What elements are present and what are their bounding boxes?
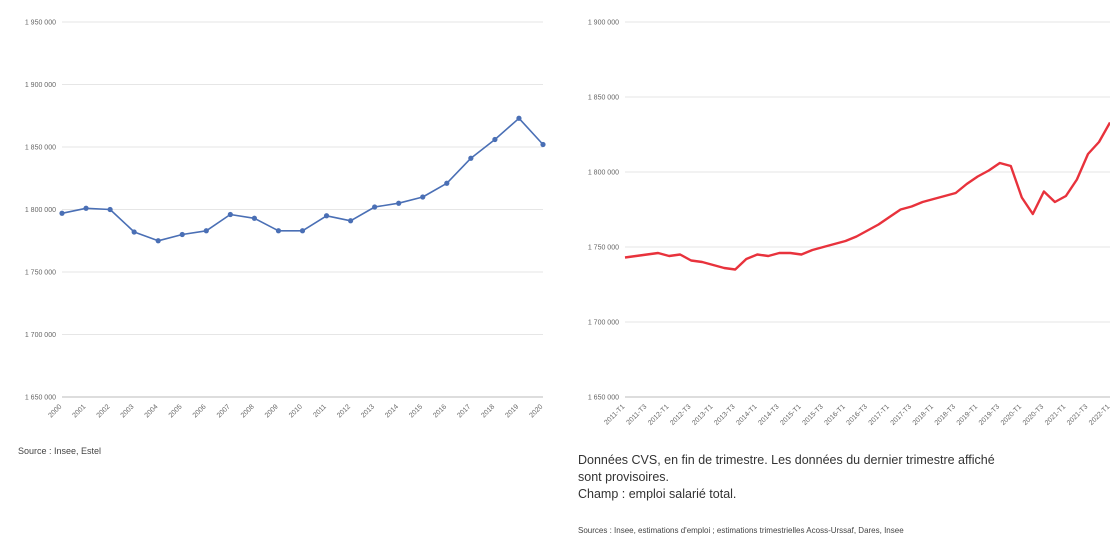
- data-point: [59, 210, 65, 216]
- left-chart-panel: 1 650 000 1 700 000 1 750 000 1 800 000 1 85…: [18, 20, 546, 456]
- x-tick-label: 2016-T3: [846, 403, 869, 426]
- y-tick-label: 1 800 000: [25, 207, 56, 214]
- series-line: [624, 121, 1110, 271]
- x-tick-label: 2007: [216, 403, 232, 419]
- note-line: Données CVS, en fin de trimestre. Les do…: [578, 453, 995, 467]
- x-tick-label: 2011: [312, 403, 328, 419]
- x-tick-label: 2011-T1: [603, 403, 626, 426]
- y-tick-label: 1 900 000: [588, 20, 619, 27]
- data-point: [83, 205, 89, 211]
- x-tick-label: 2000: [47, 403, 63, 419]
- data-point: [203, 228, 209, 234]
- y-tick-label: 1 650 000: [25, 395, 56, 402]
- data-point: [420, 194, 426, 200]
- x-tick-label: 2003: [120, 403, 136, 419]
- x-tick-label: 2017-T1: [868, 403, 891, 426]
- x-tick-label: 2019-T1: [956, 403, 979, 426]
- x-tick-label: 2011-T3: [625, 403, 648, 426]
- x-tick-label: 2016: [432, 403, 448, 419]
- data-point: [468, 155, 474, 161]
- x-tick-label: 2012: [336, 403, 352, 419]
- x-tick-label: 2014: [384, 403, 400, 419]
- y-tick-label: 1 900 000: [25, 82, 56, 89]
- x-tick-label: 2015-T3: [801, 403, 824, 426]
- x-tick-label: 2013-T1: [691, 403, 714, 426]
- data-point: [155, 238, 161, 244]
- x-tick-label: 2015: [408, 403, 424, 419]
- data-point: [107, 206, 113, 213]
- data-point: [251, 215, 257, 221]
- x-tick-label: 2014-T1: [735, 403, 758, 426]
- y-tick-label: 1 750 000: [588, 245, 619, 252]
- x-tick-label: 2004: [144, 403, 160, 419]
- note-line: sont provisoires.: [578, 470, 670, 484]
- x-tick-label: 2018: [480, 403, 496, 419]
- y-tick-label: 1 850 000: [25, 145, 56, 152]
- x-tick-label: 2021-T3: [1066, 403, 1089, 426]
- y-tick-label: 1 950 000: [25, 20, 56, 27]
- x-tick-label: 2017: [456, 403, 472, 419]
- data-point: [348, 218, 354, 224]
- data-point: [275, 228, 282, 234]
- data-point: [516, 115, 522, 121]
- y-tick-label: 1 800 000: [588, 170, 619, 177]
- data-point: [227, 211, 233, 218]
- x-tick-label: 2016-T1: [823, 403, 846, 426]
- data-point: [540, 141, 546, 148]
- series-line: [61, 117, 544, 242]
- x-tick-label: 2005: [168, 403, 184, 419]
- right-line-chart: 1 650 000 1 700 000 1 750 000 1 800 000 1 85…: [588, 20, 1110, 427]
- data-point: [396, 200, 402, 206]
- x-tick-label: 2010: [288, 403, 304, 419]
- x-tick-label: 2008: [240, 403, 256, 419]
- x-tick-label: 2009: [264, 403, 280, 419]
- data-point: [299, 228, 306, 234]
- y-tick-label: 1 650 000: [588, 395, 619, 402]
- x-tick-label: 2013-T3: [713, 403, 736, 426]
- x-tick-label: 2019: [504, 403, 520, 419]
- x-tick-label: 2002: [96, 403, 112, 419]
- x-tick-label: 2012-T1: [647, 403, 670, 426]
- x-tick-label: 2006: [192, 403, 208, 419]
- x-tick-label: 2012-T3: [669, 403, 692, 426]
- y-tick-label: 1 850 000: [588, 95, 619, 102]
- data-point: [444, 180, 450, 186]
- x-tick-label: 2020-T3: [1022, 403, 1045, 426]
- x-tick-label: 2019-T3: [978, 403, 1001, 426]
- x-tick-label: 2014-T3: [757, 403, 780, 426]
- right-source: Sources : Insee, estimations d'emploi ; …: [578, 526, 904, 535]
- right-note: Données CVS, en fin de trimestre. Les do…: [578, 452, 995, 503]
- y-tick-label: 1 750 000: [25, 270, 56, 277]
- data-point: [372, 204, 378, 210]
- y-tick-label: 1 700 000: [25, 332, 56, 339]
- y-tick-label: 1 700 000: [588, 320, 619, 327]
- left-line-chart: 1 650 000 1 700 000 1 750 000 1 800 000 1 85…: [25, 20, 546, 419]
- x-tick-label: 2001: [71, 403, 87, 419]
- x-tick-label: 2020: [528, 403, 544, 419]
- note-line: Champ : emploi salarié total.: [578, 487, 737, 501]
- x-tick-label: 2021-T1: [1044, 403, 1067, 426]
- data-point: [492, 136, 498, 143]
- x-tick-label: 2013: [360, 403, 376, 419]
- x-tick-label: 2020-T1: [1000, 403, 1023, 426]
- x-tick-label: 2018-T1: [912, 403, 935, 426]
- x-tick-label: 2022-T1: [1088, 403, 1110, 426]
- data-point: [131, 229, 137, 235]
- x-tick-label: 2018-T3: [934, 403, 957, 426]
- x-tick-label: 2015-T1: [779, 403, 802, 426]
- data-point: [323, 213, 330, 219]
- left-source: Source : Insee, Estel: [18, 446, 102, 456]
- x-tick-label: 2017-T3: [890, 403, 913, 426]
- data-point: [179, 231, 185, 238]
- right-chart-panel: 1 650 000 1 700 000 1 750 000 1 800 000 1 85…: [560, 0, 1110, 537]
